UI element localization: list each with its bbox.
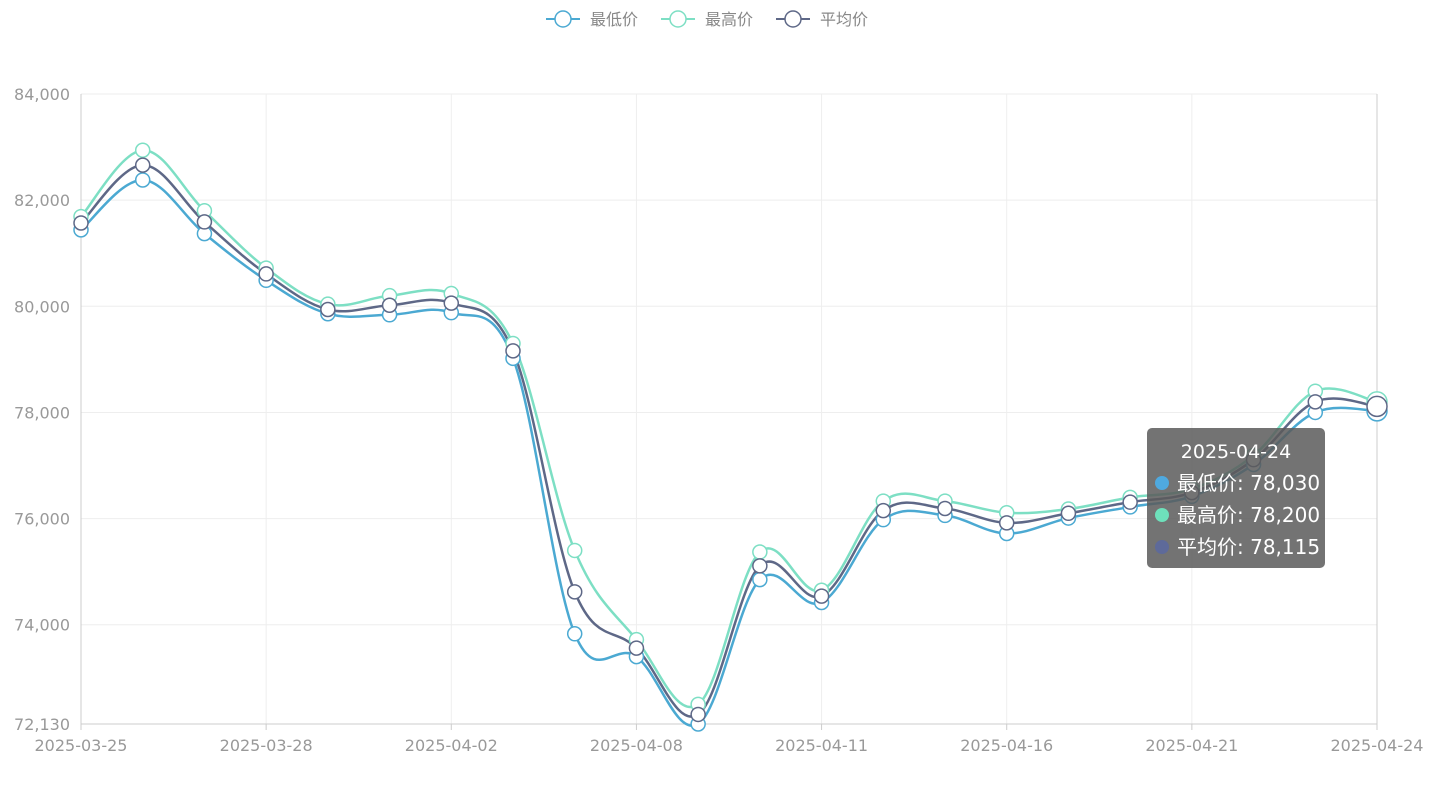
y-tick-label: 76,000 <box>14 510 70 529</box>
data-point[interactable] <box>258 266 274 282</box>
axes: 72,130 74,000 76,000 78,000 80,000 82,000 84,0… <box>14 85 1423 755</box>
data-point[interactable] <box>752 544 768 560</box>
x-tick-label: 2025-03-25 <box>35 736 128 755</box>
tooltip-row-3: 平均价: 78,115 <box>1177 535 1320 559</box>
tooltip: 2025-04-24 最低价: 78,030 最高价: 78,200 平均价: 78,… <box>1147 428 1325 568</box>
legend-label-3: 平均价 <box>820 10 868 29</box>
y-tick-label: 80,000 <box>14 297 70 316</box>
data-point[interactable] <box>134 142 151 159</box>
tooltip-marker-1 <box>1155 476 1169 490</box>
x-tick-label: 2025-04-11 <box>775 736 868 755</box>
tooltip-row-2: 最高价: 78,200 <box>1177 503 1320 527</box>
legend[interactable]: 最低价 最高价 平均价 <box>546 10 868 29</box>
data-point[interactable] <box>134 157 151 173</box>
data-point[interactable] <box>443 295 460 311</box>
x-tick-label: 2025-03-28 <box>220 736 313 755</box>
legend-marker-1 <box>554 10 572 28</box>
data-point[interactable] <box>875 502 892 519</box>
data-point[interactable] <box>566 626 583 642</box>
y-tick-label: 84,000 <box>14 85 70 104</box>
data-point[interactable] <box>566 542 583 559</box>
y-tick-label: 72,130 <box>14 715 70 734</box>
data-point[interactable] <box>73 215 89 231</box>
tooltip-row-1: 最低价: 78,030 <box>1177 471 1320 495</box>
x-tick-label: 2025-04-21 <box>1145 736 1238 755</box>
legend-marker-3 <box>784 10 802 28</box>
legend-marker-2 <box>669 10 687 28</box>
tooltip-box <box>1147 428 1325 568</box>
data-point[interactable] <box>813 588 830 604</box>
y-tick-label: 82,000 <box>14 191 70 210</box>
data-point[interactable] <box>998 515 1015 531</box>
x-tick-label: 2025-04-16 <box>960 736 1053 755</box>
x-tick-label: 2025-04-24 <box>1331 736 1424 755</box>
y-tick-label: 78,000 <box>14 403 70 422</box>
data-point[interactable] <box>1307 394 1324 410</box>
data-point[interactable] <box>320 301 336 318</box>
data-point[interactable] <box>752 571 768 588</box>
data-point[interactable] <box>566 584 583 600</box>
data-point[interactable] <box>134 172 151 188</box>
tooltip-marker-3 <box>1155 540 1169 554</box>
data-point[interactable] <box>690 706 706 723</box>
y-tick-label: 74,000 <box>14 616 70 635</box>
data-point[interactable] <box>1060 505 1077 522</box>
data-point[interactable] <box>1366 395 1388 418</box>
data-point[interactable] <box>505 343 521 359</box>
data-point[interactable] <box>752 558 768 574</box>
legend-label-2: 最高价 <box>705 10 753 29</box>
grid-lines <box>81 93 1377 724</box>
x-tick-label: 2025-04-02 <box>405 736 498 755</box>
data-point[interactable] <box>937 500 953 517</box>
x-tick-label: 2025-04-08 <box>590 736 683 755</box>
tooltip-title: 2025-04-24 <box>1181 441 1291 463</box>
data-point[interactable] <box>196 214 213 230</box>
tooltip-marker-2 <box>1155 508 1169 522</box>
data-point[interactable] <box>381 297 398 313</box>
legend-label-1: 最低价 <box>590 10 638 29</box>
data-point[interactable] <box>628 640 645 656</box>
data-point[interactable] <box>1122 494 1138 510</box>
